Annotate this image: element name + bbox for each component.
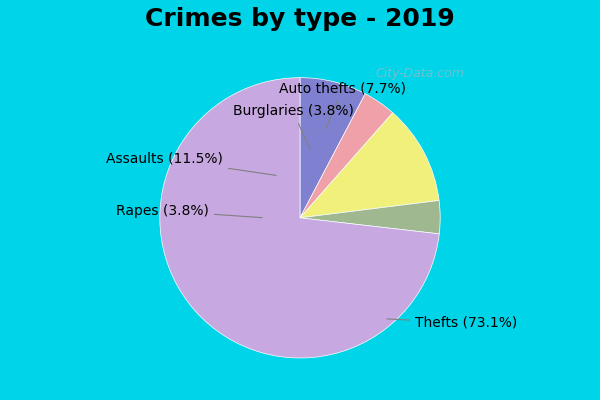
Text: Thefts (73.1%): Thefts (73.1%)	[387, 316, 517, 330]
Wedge shape	[300, 78, 365, 218]
Text: Rapes (3.8%): Rapes (3.8%)	[116, 204, 262, 218]
Text: Burglaries (3.8%): Burglaries (3.8%)	[233, 104, 353, 150]
Wedge shape	[160, 78, 439, 358]
Wedge shape	[300, 113, 439, 218]
Text: Assaults (11.5%): Assaults (11.5%)	[106, 152, 276, 175]
Text: Auto thefts (7.7%): Auto thefts (7.7%)	[278, 82, 406, 128]
Wedge shape	[300, 94, 393, 218]
Wedge shape	[300, 200, 440, 234]
Title: Crimes by type - 2019: Crimes by type - 2019	[145, 7, 455, 31]
Text: City-Data.com: City-Data.com	[376, 67, 465, 80]
